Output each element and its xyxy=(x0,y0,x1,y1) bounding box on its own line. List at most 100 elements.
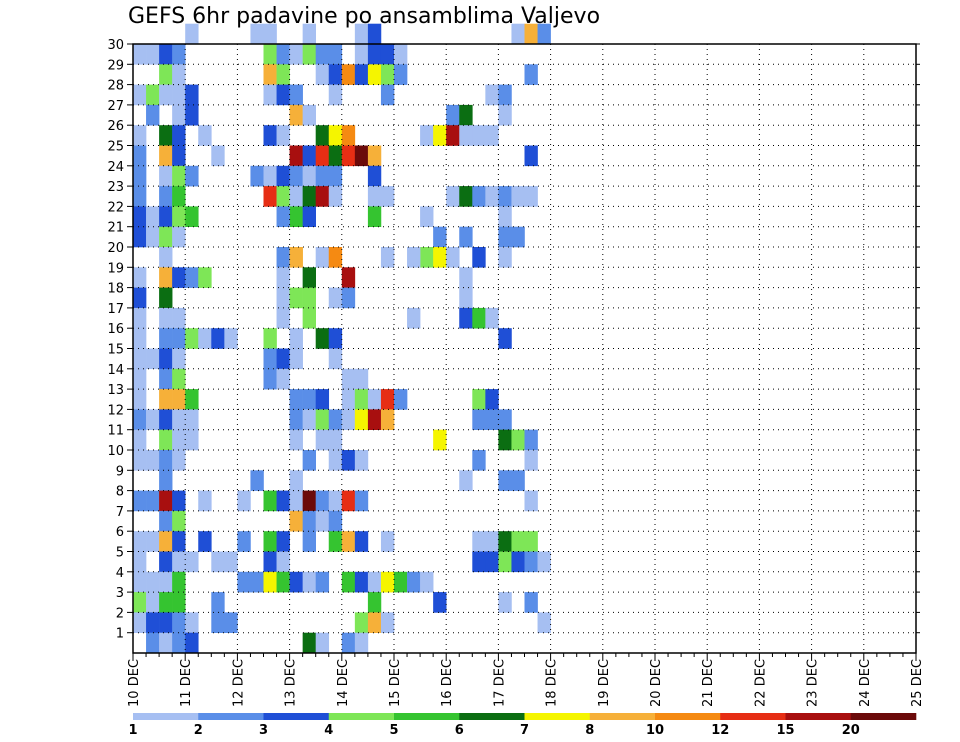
heatmap-cell xyxy=(537,612,551,633)
heatmap-cell xyxy=(524,450,538,471)
heatmap-cell xyxy=(511,470,525,491)
legend-swatch xyxy=(850,713,917,720)
heatmap-cell xyxy=(159,226,173,248)
heatmap-cell xyxy=(172,348,186,370)
heatmap-cell xyxy=(289,409,303,430)
heatmap-cell xyxy=(315,145,330,167)
heatmap-cell xyxy=(159,531,173,552)
x-tick-label: 25 DEC xyxy=(910,659,925,707)
heatmap-cell xyxy=(354,64,369,85)
heatmap-cell xyxy=(289,165,303,187)
legend-swatch xyxy=(720,713,786,720)
heatmap-cell xyxy=(341,490,356,512)
heatmap-cell xyxy=(172,571,186,593)
heatmap-cell xyxy=(433,592,447,613)
heatmap-cell xyxy=(133,612,147,633)
legend-swatch xyxy=(263,713,330,720)
y-tick-label: 14 xyxy=(107,363,124,378)
x-tick-label: 23 DEC xyxy=(806,659,821,707)
heatmap-cell xyxy=(159,368,173,390)
heatmap-cell xyxy=(185,84,199,106)
heatmap-cell xyxy=(276,531,290,552)
heatmap-cell xyxy=(498,226,512,248)
heatmap-cell xyxy=(446,104,460,126)
heatmap-cell xyxy=(276,368,290,390)
heatmap-cell xyxy=(133,307,147,329)
heatmap-cell xyxy=(472,531,486,552)
heatmap-cell xyxy=(289,186,303,207)
heatmap-cell xyxy=(511,186,525,207)
legend-label: 15 xyxy=(776,723,794,738)
heatmap-cell xyxy=(380,571,395,593)
heatmap-cell xyxy=(276,165,290,187)
heatmap-cell xyxy=(380,247,395,268)
legend-swatch xyxy=(785,713,852,720)
heatmap-cell xyxy=(420,571,434,593)
heatmap-cell xyxy=(367,571,382,593)
heatmap-cell xyxy=(328,64,343,85)
heatmap-cell xyxy=(172,267,186,288)
heatmap-cell xyxy=(341,389,356,410)
heatmap-cell xyxy=(133,84,147,106)
heatmap-cell xyxy=(172,389,186,410)
heatmap-cell xyxy=(159,287,173,309)
heatmap-cell xyxy=(250,571,264,593)
heatmap-cell xyxy=(302,267,316,288)
heatmap-cell xyxy=(315,409,330,430)
heatmap-cell xyxy=(524,551,538,573)
heatmap-cell xyxy=(341,450,356,471)
heatmap-cell xyxy=(446,247,460,268)
heatmap-cell xyxy=(341,145,356,167)
heatmap-cell xyxy=(315,165,330,187)
heatmap-cell xyxy=(367,206,382,227)
heatmap-cell xyxy=(446,186,460,207)
heatmap-cell xyxy=(198,125,212,146)
heatmap-cell xyxy=(498,247,512,268)
heatmap-cell xyxy=(302,44,316,65)
heatmap-cell xyxy=(328,125,343,146)
heatmap-cell xyxy=(263,531,277,552)
heatmap-cell xyxy=(289,328,303,349)
heatmap-cell xyxy=(354,450,369,471)
heatmap-cell xyxy=(420,247,434,268)
heatmap-cell xyxy=(172,429,186,451)
heatmap-cell xyxy=(133,44,147,65)
heatmap-cell xyxy=(328,165,343,187)
x-axis: 10 DEC 11 DEC 12 DEC 13 DEC 14 DEC 15 DEC 16 D… xyxy=(127,653,925,707)
heatmap-cell xyxy=(315,125,330,146)
heatmap-cell xyxy=(354,44,369,65)
heatmap-cell xyxy=(159,592,173,613)
y-tick-label: 25 xyxy=(107,140,124,155)
heatmap-cell xyxy=(172,186,186,207)
heatmap-cell xyxy=(380,612,395,633)
heatmap-cell xyxy=(159,490,173,512)
heatmap-cell xyxy=(276,186,290,207)
x-tick-label: 17 DEC xyxy=(492,659,507,707)
heatmap-cell xyxy=(341,267,356,288)
heatmap-cell xyxy=(263,348,277,370)
heatmap-cell xyxy=(407,307,421,329)
heatmap-cell xyxy=(302,165,316,187)
heatmap-cell xyxy=(146,84,160,106)
heatmap-cell xyxy=(146,206,160,227)
heatmap-cell xyxy=(172,368,186,390)
heatmap-cell xyxy=(459,470,473,491)
heatmap-cell xyxy=(524,429,538,451)
legend-swatch xyxy=(133,713,199,720)
heatmap-cell xyxy=(341,368,356,390)
heatmap-cell xyxy=(276,44,290,65)
x-tick-label: 21 DEC xyxy=(701,659,716,707)
heatmap-cell xyxy=(367,165,382,187)
heatmap-cell xyxy=(263,186,277,207)
heatmap-cell xyxy=(328,44,343,65)
heatmap-cell xyxy=(302,531,316,552)
heatmap-cell xyxy=(315,328,330,349)
y-tick-label: 23 xyxy=(107,180,124,195)
legend-label: 2 xyxy=(194,723,203,738)
legend-swatch xyxy=(394,713,460,720)
heatmap-cell xyxy=(354,368,369,390)
heatmap-cell xyxy=(159,450,173,471)
heatmap-cell xyxy=(133,348,147,370)
y-tick-label: 18 xyxy=(107,282,124,297)
